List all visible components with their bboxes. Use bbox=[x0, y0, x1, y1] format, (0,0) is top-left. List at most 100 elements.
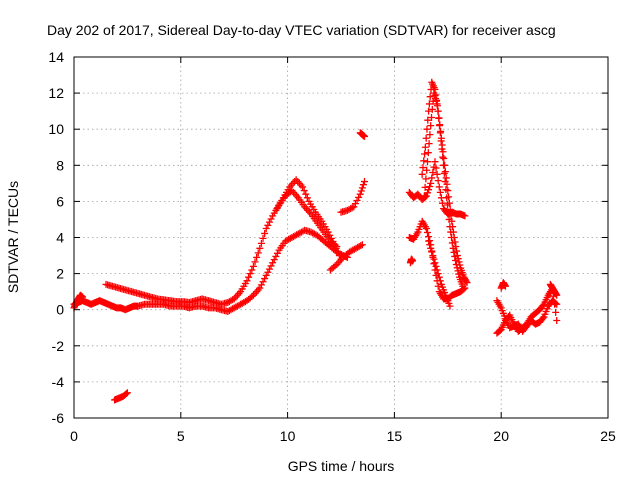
data-point bbox=[444, 208, 452, 216]
data-point bbox=[426, 93, 434, 101]
data-point bbox=[423, 166, 431, 174]
x-tick-label: 15 bbox=[387, 428, 403, 444]
data-point bbox=[422, 134, 430, 142]
data-point bbox=[437, 137, 445, 145]
data-point bbox=[359, 181, 367, 189]
data-point bbox=[425, 107, 433, 115]
data-point bbox=[454, 267, 462, 275]
data-point bbox=[452, 261, 460, 269]
data-point bbox=[324, 228, 332, 236]
data-point bbox=[425, 140, 433, 148]
data-point bbox=[447, 228, 455, 236]
data-point bbox=[358, 184, 366, 192]
data-point bbox=[553, 291, 561, 299]
data-point bbox=[438, 145, 446, 153]
data-point bbox=[435, 114, 443, 122]
data-point bbox=[262, 271, 270, 279]
data-point bbox=[332, 244, 340, 252]
data-point bbox=[423, 125, 431, 133]
data-point bbox=[327, 234, 335, 242]
data-point bbox=[436, 188, 444, 196]
data-point bbox=[434, 270, 442, 278]
y-tick-label: 10 bbox=[48, 121, 64, 137]
data-point bbox=[351, 200, 359, 208]
x-tick-label: 20 bbox=[493, 428, 509, 444]
data-point bbox=[331, 241, 339, 249]
data-point bbox=[243, 277, 251, 285]
data-point bbox=[436, 129, 444, 137]
data-point bbox=[439, 153, 447, 161]
data-point bbox=[270, 256, 278, 264]
data-point bbox=[460, 285, 468, 293]
x-tick-labels: 0 5 10 15 20 25 bbox=[70, 428, 616, 444]
x-tick-label: 0 bbox=[70, 428, 78, 444]
data-point bbox=[434, 177, 442, 185]
data-point bbox=[356, 190, 364, 198]
data-point bbox=[262, 224, 270, 232]
data-point bbox=[424, 229, 432, 237]
data-point bbox=[452, 257, 460, 265]
data-point bbox=[446, 223, 454, 231]
data-point bbox=[432, 164, 440, 172]
data-point bbox=[446, 302, 454, 310]
data-point bbox=[440, 161, 448, 169]
data-point bbox=[421, 150, 429, 158]
data-marks bbox=[70, 78, 561, 404]
data-point bbox=[421, 183, 429, 191]
data-point bbox=[422, 224, 430, 232]
data-point bbox=[249, 262, 257, 270]
data-point bbox=[445, 215, 453, 223]
data-point bbox=[421, 193, 429, 201]
data-point bbox=[265, 265, 273, 273]
data-point bbox=[451, 252, 459, 260]
data-point bbox=[409, 257, 417, 265]
y-tick-label: 4 bbox=[56, 230, 64, 246]
x-tick-label: 25 bbox=[600, 428, 616, 444]
data-point bbox=[424, 158, 432, 166]
data-point bbox=[450, 248, 458, 256]
data-point bbox=[431, 158, 439, 166]
data-point bbox=[272, 252, 280, 260]
data-point bbox=[442, 186, 450, 194]
y-tick-label: 6 bbox=[56, 193, 64, 209]
data-point bbox=[300, 187, 308, 195]
chart-title: Day 202 of 2017, Sidereal Day-to-day VTE… bbox=[47, 22, 556, 38]
data-point bbox=[246, 270, 254, 278]
data-point bbox=[267, 215, 275, 223]
y-tick-label: -2 bbox=[52, 338, 65, 354]
data-point bbox=[463, 279, 471, 287]
data-point bbox=[248, 293, 256, 301]
data-point bbox=[428, 113, 436, 121]
data-point bbox=[299, 183, 307, 191]
data-point bbox=[418, 170, 426, 178]
data-point bbox=[441, 178, 449, 186]
data-point bbox=[79, 293, 87, 301]
y-tick-label: 0 bbox=[56, 302, 64, 318]
data-point bbox=[431, 85, 439, 93]
data-point bbox=[264, 221, 272, 229]
data-point bbox=[461, 212, 469, 220]
data-point bbox=[265, 218, 273, 226]
data-point bbox=[419, 164, 427, 172]
x-tick-label: 5 bbox=[177, 428, 185, 444]
data-point bbox=[253, 253, 261, 261]
data-point bbox=[552, 308, 560, 316]
data-point bbox=[334, 248, 342, 256]
data-point bbox=[326, 231, 334, 239]
data-point bbox=[256, 284, 264, 292]
data-point bbox=[426, 241, 434, 249]
data-point bbox=[433, 100, 441, 108]
y-axis-title: SDTVAR / TECUs bbox=[5, 181, 21, 293]
y-tick-labels: -6 -4 -2 0 2 4 6 8 10 12 14 bbox=[48, 49, 64, 426]
data-point bbox=[552, 299, 560, 307]
data-point bbox=[303, 194, 311, 202]
data-point bbox=[448, 234, 456, 241]
data-point bbox=[259, 278, 267, 286]
data-point bbox=[428, 248, 436, 256]
data-point bbox=[461, 284, 469, 292]
data-point bbox=[357, 187, 365, 195]
data-point bbox=[553, 317, 561, 325]
data-point bbox=[424, 116, 432, 124]
data-point bbox=[248, 266, 256, 274]
data-point bbox=[442, 174, 450, 182]
